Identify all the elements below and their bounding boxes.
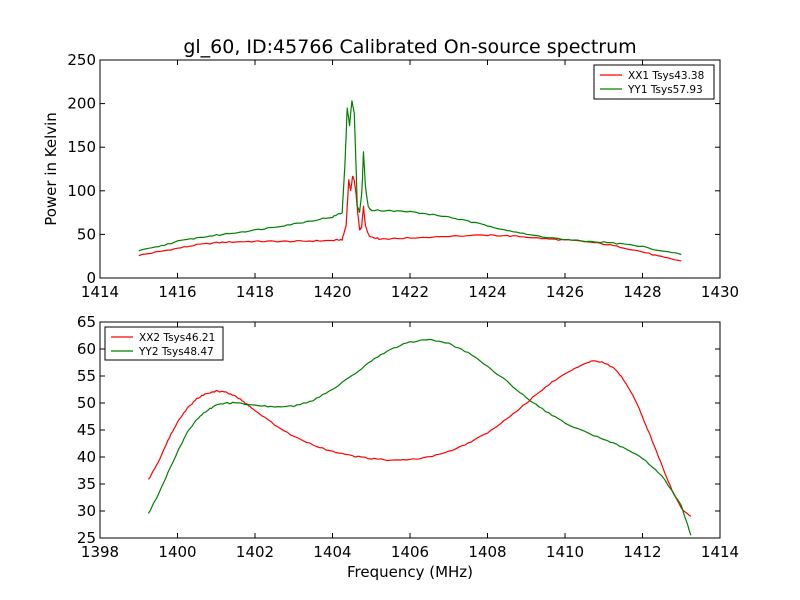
- bottom-x-tick-label: 1410: [546, 543, 584, 561]
- top-y-tick-label: 150: [67, 138, 96, 156]
- top-ticks: 1414 1416 1418 1420 1422 1424 1426 1428 1430 0 50 1…: [67, 51, 739, 301]
- bottom-y-tick-label: 65: [77, 313, 96, 331]
- top-y-tick-label: 50: [77, 225, 96, 243]
- bottom-y-tick-label: 50: [77, 394, 96, 412]
- bottom-y-tick-label: 55: [77, 367, 96, 385]
- top-x-tick-label: 1426: [546, 283, 584, 301]
- top-legend: XX1 Tsys43.38 YY1 Tsys57.93: [593, 64, 715, 100]
- top-x-tick-label: 1428: [623, 283, 661, 301]
- bottom-y-tick-label: 45: [77, 421, 96, 439]
- bottom-y-tick-label: 40: [77, 448, 96, 466]
- bottom-series-1-line: [147, 360, 692, 517]
- top-x-tick-label: 1416: [158, 283, 196, 301]
- top-y-tick-label: 100: [67, 182, 96, 200]
- bottom-x-tick-label: 1412: [623, 543, 661, 561]
- bottom-y-tick-label: 35: [77, 475, 96, 493]
- top-x-tick-label: 1414: [81, 283, 119, 301]
- top-series-2-line: [138, 100, 682, 256]
- bottom-chart: 1398 1400 1402 1404 1406 1408 1410 1412 1414 25 30…: [77, 313, 739, 581]
- top-y-tick-label: 0: [86, 269, 96, 287]
- top-y-tick-label: 200: [67, 95, 96, 113]
- top-y-tick-label: 250: [67, 51, 96, 69]
- bottom-x-tick-label: 1404: [313, 543, 351, 561]
- bottom-legend-label-2: YY2 Tsys48.47: [138, 346, 214, 358]
- top-x-tick-label: 1418: [236, 283, 274, 301]
- bottom-y-tick-label: 25: [77, 529, 96, 547]
- bottom-x-tick-label: 1408: [468, 543, 506, 561]
- bottom-ticks: 1398 1400 1402 1404 1406 1408 1410 1412 1414 25 30…: [77, 313, 739, 561]
- top-x-tick-label: 1430: [701, 283, 739, 301]
- top-series-layer: [138, 100, 682, 262]
- bottom-legend-label-1: XX2 Tsys46.21: [139, 332, 215, 344]
- bottom-x-tick-label: 1398: [81, 543, 119, 561]
- top-series-1-line: [138, 175, 682, 262]
- top-chart: 1414 1416 1418 1420 1422 1424 1426 1428 1430 0 50 1…: [42, 51, 739, 301]
- bottom-x-tick-label: 1402: [236, 543, 274, 561]
- bottom-y-tick-label: 30: [77, 502, 96, 520]
- top-x-tick-label: 1420: [313, 283, 351, 301]
- top-x-tick-label: 1422: [391, 283, 429, 301]
- top-y-axis-label: Power in Kelvin: [42, 112, 60, 226]
- figure-title: gl_60, ID:45766 Calibrated On-source spe…: [183, 36, 636, 58]
- bottom-legend-box: [104, 326, 224, 361]
- bottom-x-axis-label: Frequency (MHz): [347, 563, 473, 581]
- bottom-series-2-line: [147, 338, 692, 536]
- top-x-tick-label: 1424: [468, 283, 506, 301]
- bottom-x-tick-label: 1414: [701, 543, 739, 561]
- bottom-x-tick-label: 1400: [158, 543, 196, 561]
- top-legend-label-1: XX1 Tsys43.38: [628, 70, 704, 82]
- bottom-legend: XX2 Tsys46.21 YY2 Tsys48.47: [104, 326, 224, 361]
- bottom-series-layer: [147, 338, 692, 536]
- bottom-x-tick-label: 1406: [391, 543, 429, 561]
- top-legend-box: [593, 64, 715, 100]
- bottom-y-tick-label: 60: [77, 340, 96, 358]
- top-legend-label-2: YY1 Tsys57.93: [627, 84, 703, 96]
